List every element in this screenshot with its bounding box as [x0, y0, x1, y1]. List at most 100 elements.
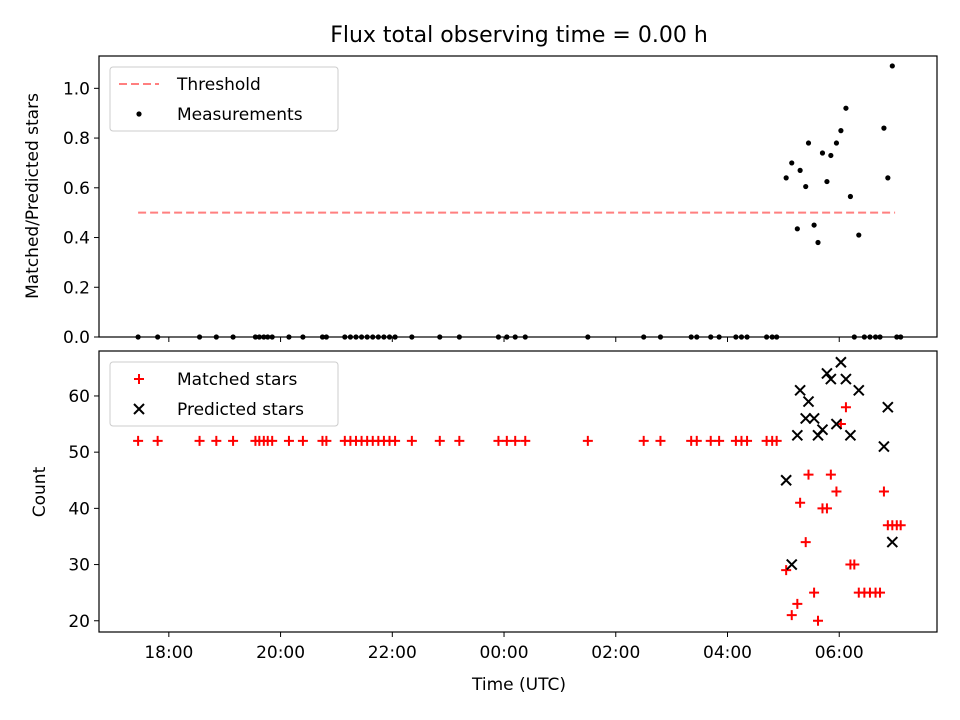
measurements-point	[495, 334, 502, 340]
measurements-point	[805, 140, 812, 146]
bottom-y-tick-label: 20	[68, 612, 90, 632]
matched-stars-point	[493, 435, 504, 446]
measurements-point	[716, 334, 722, 340]
predicted-stars-point	[825, 373, 837, 385]
matched-stars-point	[283, 435, 294, 446]
x-tick-label: 18:00	[144, 643, 193, 663]
top-y-tick-label: 0.2	[63, 278, 90, 298]
measurements-point	[824, 178, 830, 185]
measurements-point	[898, 334, 904, 340]
measurements-point	[375, 334, 381, 340]
bottom-y-tick-label: 50	[68, 443, 90, 463]
matched-stars-point	[705, 435, 716, 446]
measurements-point	[828, 152, 834, 159]
matched-stars-point	[781, 565, 792, 576]
measurements-point	[708, 334, 714, 340]
x-tick-label: 22:00	[368, 643, 417, 663]
legend-measurements-marker	[136, 111, 142, 117]
measurements-point	[512, 334, 518, 340]
matched-stars-point	[803, 469, 814, 480]
measurements-point	[135, 334, 141, 340]
measurements-point	[733, 334, 739, 340]
predicted-stars-point	[886, 536, 899, 548]
top-y-tick-label: 1.0	[63, 79, 90, 99]
matched-stars-point	[809, 587, 820, 598]
measurements-point	[894, 334, 900, 340]
measurements-point	[196, 334, 203, 340]
matched-stars-point	[800, 537, 811, 548]
top-y-axis-label: Matched/Predicted stars	[23, 93, 43, 299]
top-y-tick-label: 0.8	[63, 129, 90, 149]
matched-stars-point	[795, 497, 806, 508]
top-legend-box	[109, 66, 339, 132]
matched-stars-point	[849, 559, 860, 570]
measurements-point	[851, 334, 857, 340]
predicted-stars-point	[821, 367, 833, 380]
measurements-point	[230, 334, 236, 340]
measurements-point	[838, 128, 844, 134]
matched-stars-point	[520, 435, 531, 446]
measurements-point	[347, 334, 353, 340]
matched-stars-point	[825, 469, 836, 480]
top-y-tick-label: 0.6	[63, 179, 90, 199]
matched-stars-point	[510, 435, 521, 446]
measurements-point	[694, 334, 700, 340]
measurements-point	[456, 334, 462, 340]
x-tick-label: 20:00	[256, 643, 305, 663]
measurements-point	[783, 175, 789, 181]
matched-stars-point	[771, 435, 782, 446]
measurements-point	[872, 334, 879, 340]
measurements-point	[657, 334, 664, 340]
chart-title: Flux total observing time = 0.00 h	[330, 23, 708, 48]
matched-stars-point	[638, 435, 649, 446]
measurements-point	[794, 226, 800, 232]
matched-stars-point	[194, 435, 205, 446]
measurements-point	[803, 183, 809, 190]
top-panel: Matched/Predicted stars 0.0 0.2 0.4 0.6 0.8 1…	[23, 55, 938, 348]
matched-stars-point	[786, 610, 797, 621]
matched-stars-point	[895, 520, 906, 531]
matched-stars-point	[582, 435, 593, 446]
legend-predicted-stars-marker	[133, 403, 145, 415]
matched-stars-point	[742, 435, 753, 446]
measurements-point	[252, 334, 259, 340]
x-axis-label: Time (UTC)	[471, 675, 566, 695]
measurements-point	[856, 232, 862, 238]
measurements-point	[815, 239, 821, 246]
matched-stars-point	[714, 435, 725, 446]
matched-stars-point	[434, 435, 445, 446]
matched-stars-point	[211, 435, 222, 446]
predicted-stars-point	[794, 384, 806, 397]
predicted-stars-point	[800, 412, 812, 425]
legend-predicted-stars-label: Predicted stars	[177, 400, 304, 420]
measurements-point	[300, 334, 306, 340]
matched-stars-point	[454, 435, 465, 446]
measurements-point	[261, 334, 267, 340]
matched-stars-point	[501, 435, 512, 446]
measurements-point	[409, 334, 415, 340]
matched-stars-point	[831, 486, 842, 497]
measurements-point	[286, 334, 292, 340]
matched-stars-point	[691, 435, 702, 446]
measurements-point	[323, 334, 329, 340]
matched-stars-point	[655, 435, 666, 446]
predicted-stars-point	[878, 440, 890, 453]
matched-stars-point	[406, 435, 417, 446]
predicted-stars-point	[882, 401, 894, 413]
predicted-stars-point	[853, 384, 865, 397]
measurements-point	[342, 334, 348, 340]
measurements-point	[364, 334, 370, 340]
measurements-point	[797, 167, 803, 173]
bottom-legend-box	[109, 361, 339, 427]
measurements-point	[213, 334, 219, 340]
top-y-tick-label: 0.0	[63, 328, 90, 348]
measurements-point	[265, 334, 271, 340]
matched-stars-point	[821, 503, 832, 514]
matched-stars-point	[878, 486, 889, 497]
predicted-stars-point	[830, 418, 843, 430]
measurements-point	[688, 334, 694, 340]
measurements-point	[522, 334, 528, 340]
legend-matched-stars-label: Matched stars	[177, 370, 297, 390]
predicted-stars-point	[808, 412, 820, 425]
predicted-stars-point	[786, 558, 798, 571]
